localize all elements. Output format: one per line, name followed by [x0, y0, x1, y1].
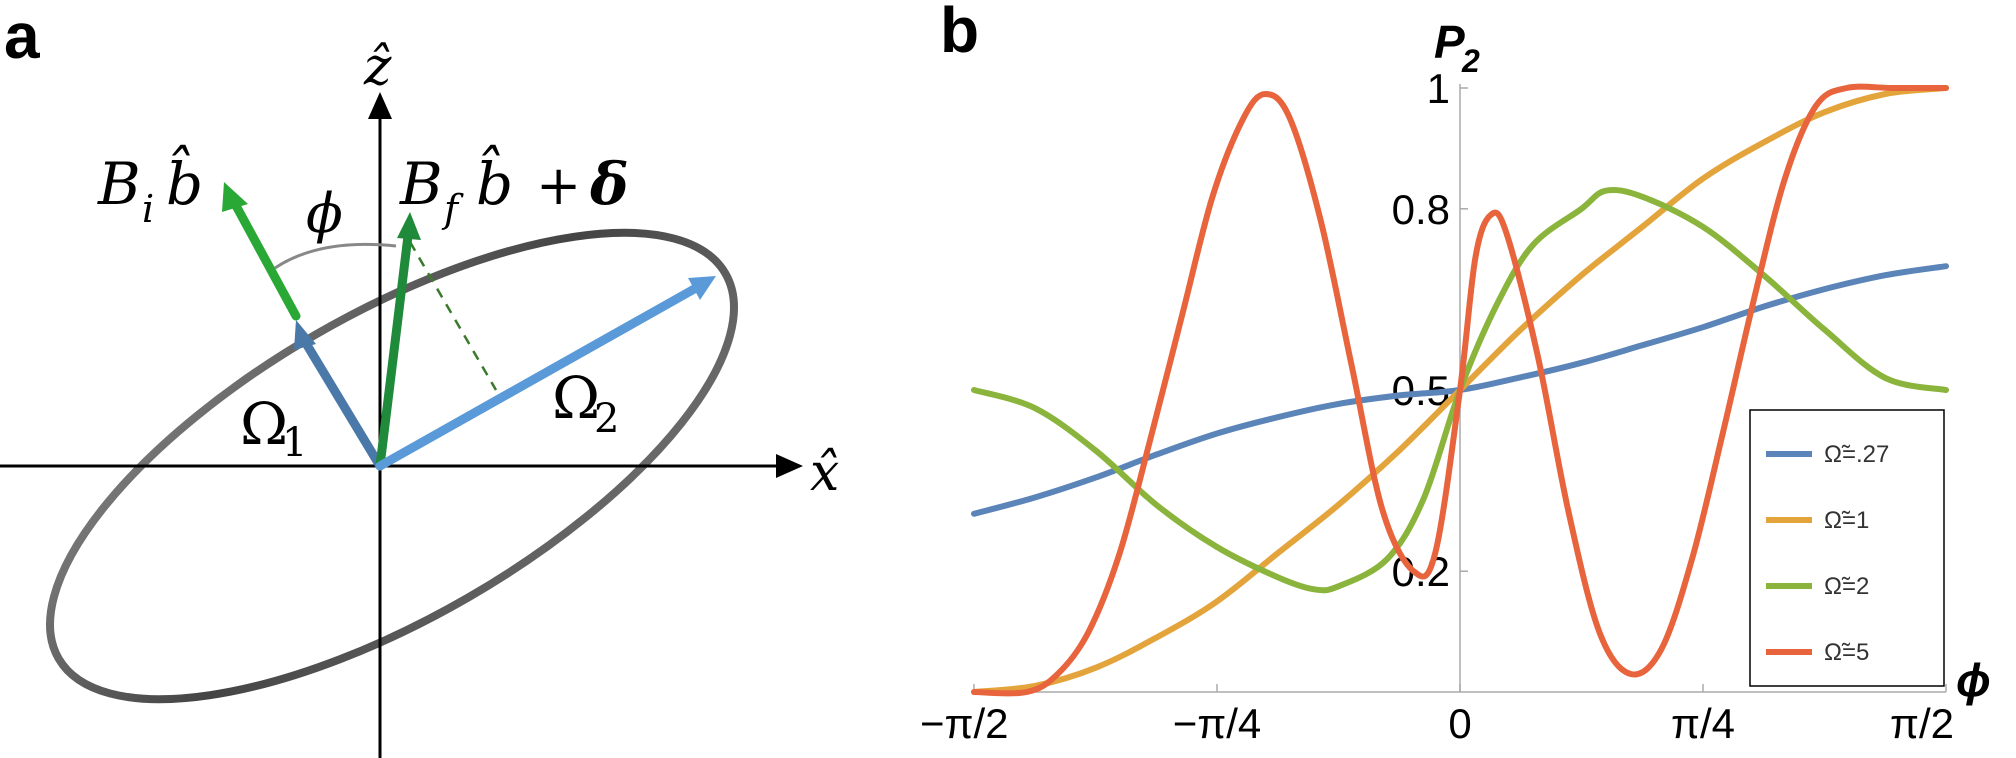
z-axis-label: ẑ — [363, 37, 392, 97]
bf-label: B f b̂ + δ — [399, 144, 629, 231]
bi-label-main: B — [97, 150, 141, 218]
omega1-label-main: Ω — [240, 390, 288, 458]
y-axis-title-sub: 2 — [1461, 43, 1480, 79]
legend-label: Ω̃=5 — [1824, 639, 1869, 666]
bi-label-vec: b̂ — [166, 144, 203, 218]
omega2-label: Ω 2 — [552, 364, 619, 442]
bf-label-plus: + — [536, 154, 581, 217]
omega2-label-sub: 2 — [594, 396, 619, 442]
y-tick-label: 1 — [1427, 65, 1450, 112]
bi-label: B i b̂ — [97, 144, 203, 231]
x-tick-label: 0 — [1448, 700, 1471, 747]
bf-label-main: B — [399, 150, 443, 218]
bf-label-vec: b̂ — [476, 144, 513, 218]
x-tick-label: −π/4 — [1173, 700, 1262, 747]
phi-label: ϕ — [306, 182, 343, 245]
omega1-label-sub: 1 — [282, 420, 307, 466]
omega2-vector — [375, 276, 716, 471]
y-axis-title: P — [1434, 16, 1465, 68]
x-tick-label: π/4 — [1671, 700, 1735, 747]
panel-b-letter: b — [940, 0, 979, 66]
x-tick-label: π/2 — [1890, 700, 1954, 747]
x-axis-label: x̂ — [810, 443, 839, 503]
panel-a-letter: a — [4, 0, 40, 72]
bi-vector — [222, 182, 301, 321]
omega1-vector — [294, 320, 385, 471]
panel-a: a ẑ x̂ ϕ — [0, 0, 839, 758]
omega2-label-main: Ω — [552, 364, 600, 432]
legend-label: Ω̃=2 — [1824, 573, 1869, 600]
orbit-ellipse — [46, 228, 738, 704]
y-tick-label: 0.8 — [1392, 186, 1450, 233]
line-chart: −π/2 −π/4 0 π/4 π/20.20.50.81P2ϕΩ̃=.27Ω̃=1Ω̃… — [920, 16, 1991, 747]
x-axis-title: ϕ — [1956, 654, 1991, 706]
phi-arc — [274, 242, 397, 270]
series-line-3 — [971, 83, 1949, 697]
omega1-label: Ω 1 — [240, 390, 307, 466]
projection-dashed-line — [408, 241, 498, 391]
bi-label-sub: i — [142, 187, 154, 231]
x-tick-label: −π/2 — [920, 700, 1009, 747]
legend-label: Ω̃=.27 — [1824, 441, 1889, 468]
bf-vector — [375, 212, 421, 471]
bf-label-delta: δ — [589, 150, 629, 218]
panel-b: b −π/2 −π/4 0 π/4 π/20.20.50.81P2ϕΩ̃=.27Ω̃=1… — [920, 0, 1991, 747]
bf-label-sub: f — [441, 187, 464, 231]
legend-label: Ω̃=1 — [1824, 507, 1869, 534]
